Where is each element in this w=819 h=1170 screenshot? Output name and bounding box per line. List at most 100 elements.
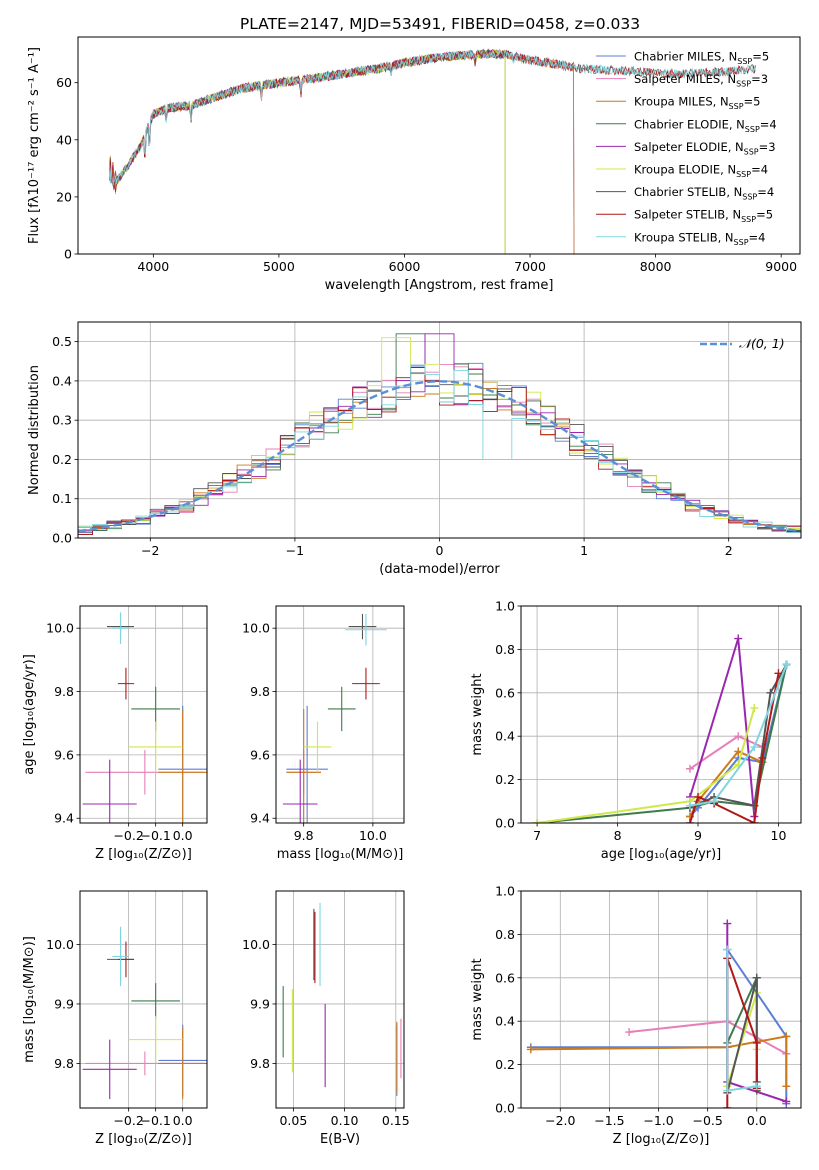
panel-weight-vs-Z: −2.0 −1.5 −1.0 −0.5 0.0 0.0 0.2 0.4 0.6 0.8 1.0 Z [… (470, 884, 802, 1147)
grid-mass-vs-Z (80, 891, 207, 1108)
axes-frame (77, 36, 801, 255)
y-tick-label: 9.6 (250, 747, 270, 762)
y-tick-label: 0.2 (495, 1057, 515, 1072)
x-tick-label: −0.2 (113, 1113, 143, 1128)
y-tick-label: 0.0 (495, 816, 515, 831)
errorbar-kroupa-elodie (128, 1015, 183, 1064)
point-marker (723, 1104, 732, 1108)
legend-label-normal: 𝒩(0, 1) (739, 336, 785, 351)
panel-age-vs-Z: −0.2−0.1 0.0 9.4 9.6 9.8 10.0 Z [log₁₀(Z/Z⊙)] a… (22, 605, 208, 862)
y-tick-label: 0.3 (52, 413, 72, 428)
axes-frame (79, 605, 208, 824)
panel-mass-vs-Z: −0.2−0.1 0.0 9.8 9.9 10.0 Z [log₁₀(Z/Z⊙)] mass… (22, 890, 208, 1147)
y-tick-label: 9.4 (250, 811, 270, 826)
panel-weight-vs-age: 7 8 9 10 0.0 0.2 0.4 0.6 0.8 1.0 age [log₁₀(age/yr… (470, 599, 802, 862)
errorbar-kroupa-stelib (112, 926, 129, 987)
y-tick-label: 1.0 (495, 884, 515, 899)
figure-title: PLATE=2147, MJD=53491, FIBERID=0458, z=0… (240, 15, 640, 33)
point-marker (782, 1097, 791, 1106)
y-tick-label: 1.0 (495, 599, 515, 614)
y-tick-label: 10.0 (242, 937, 270, 952)
panel-mass-vs-EBV: 0.05 0.10 0.15 9.8 9.9 10.0 E(B-V) (242, 890, 410, 1147)
axes-frame (275, 605, 405, 824)
y-tick-label: 10.0 (46, 621, 74, 636)
x-tick-label: −0.1 (140, 1113, 170, 1128)
errorbar-kroupa-stelib (112, 612, 129, 645)
legend-tail: =5 (756, 208, 773, 222)
series-salpeter-elodie (685, 634, 759, 821)
x-tick-label: 0.0 (173, 828, 193, 843)
y-tick-label: 0.5 (52, 334, 72, 349)
legend-tail: =3 (759, 140, 776, 154)
plot-weight-vs-Z (526, 919, 791, 1108)
legend-label-chabrier-stelib: Chabrier STELIB, NSSP=4 (634, 185, 774, 202)
plot-residuals (78, 333, 801, 536)
legend-subscript: SSP (745, 125, 760, 134)
spectrum-line-kroupa-stelib (109, 48, 756, 184)
axes-frame (520, 890, 802, 1109)
x-tick-label: −0.1 (140, 828, 170, 843)
plot-age-vs-Z (82, 612, 207, 823)
point-marker (734, 732, 743, 741)
series-line (689, 673, 780, 823)
series-chabrier-elodie (533, 660, 791, 823)
x-tick-label: −0.2 (113, 828, 143, 843)
point-marker (782, 1082, 791, 1091)
spectrum-line-chabrier-miles (109, 48, 575, 254)
errorbar-chabrier-stelib (348, 613, 377, 640)
point-marker (734, 634, 743, 643)
x-axis-label: Z [log₁₀(Z/Z⊙)] (95, 847, 192, 862)
y-axis-label: mass weight (470, 673, 485, 755)
errorbar-kroupa-elodie (128, 721, 183, 773)
x-tick-label: 0.05 (279, 1113, 307, 1128)
series-kroupa-stelib (685, 660, 791, 810)
y-tick-label: 0.0 (52, 531, 72, 546)
legend-label-kroupa-stelib: Kroupa STELIB, NSSP=4 (634, 230, 765, 247)
histogram-kroupa-stelib (78, 364, 801, 534)
y-tick-label: 9.8 (54, 1056, 74, 1071)
y-tick-label: 0.2 (52, 452, 72, 467)
legend-tail: =4 (751, 163, 768, 177)
axes-frame (520, 605, 802, 824)
point-marker (782, 660, 791, 669)
x-tick-label: 6000 (389, 259, 421, 274)
point-marker (723, 919, 732, 928)
point-marker (750, 703, 759, 712)
legend-label-chabrier-miles: Chabrier MILES, NSSP=5 (634, 50, 769, 67)
errorbar-kroupa-miles (158, 708, 207, 823)
point-marker (685, 801, 694, 810)
grid-weight-vs-Z (521, 890, 801, 1109)
x-tick-label: −1.5 (594, 1113, 624, 1128)
errorbar-chabrier-miles (286, 705, 328, 823)
y-tick-label: 9.8 (54, 684, 74, 699)
x-tick-label: −2 (141, 543, 159, 558)
errorbar-chabrier-elodie (131, 983, 180, 1019)
grid-mass-vs-EBV (276, 891, 404, 1108)
x-tick-label: −0.5 (692, 1113, 722, 1128)
point-marker (694, 792, 703, 801)
point-marker (710, 797, 719, 806)
x-tick-label: 7000 (514, 259, 546, 274)
panel-spectrum: 4000 5000 6000 7000 8000 9000 0 20 40 60 wavelengt… (27, 36, 801, 293)
axes-frame (275, 890, 405, 1109)
legend-residuals: 𝒩(0, 1) (700, 336, 785, 351)
y-tick-label: 0.1 (52, 491, 72, 506)
legend-tail: =5 (744, 95, 761, 109)
legend-subscript: SSP (744, 147, 759, 156)
legend-label-salpeter-elodie: Salpeter ELODIE, NSSP=3 (634, 140, 776, 157)
x-tick-label: 9.8 (294, 828, 314, 843)
errorbar-kroupa-stelib (345, 613, 387, 646)
series-line (689, 664, 788, 807)
legend-tail: =4 (749, 230, 766, 244)
legend-subscript: SSP (729, 102, 744, 111)
x-tick-label: −1.0 (643, 1113, 673, 1128)
legend-tail: =3 (751, 72, 768, 86)
legend-label-salpeter-stelib: Salpeter STELIB, NSSP=5 (634, 208, 773, 225)
series-line (536, 707, 756, 823)
legend-tail: =4 (757, 185, 774, 199)
y-axis-label: Flux [fλ10⁻¹⁷ erg cm⁻² s⁻¹ A⁻¹] (27, 47, 42, 244)
x-tick-label: 7 (533, 828, 541, 843)
x-axis-label: (data-model)/error (379, 562, 500, 577)
x-tick-label: 5000 (263, 259, 295, 274)
